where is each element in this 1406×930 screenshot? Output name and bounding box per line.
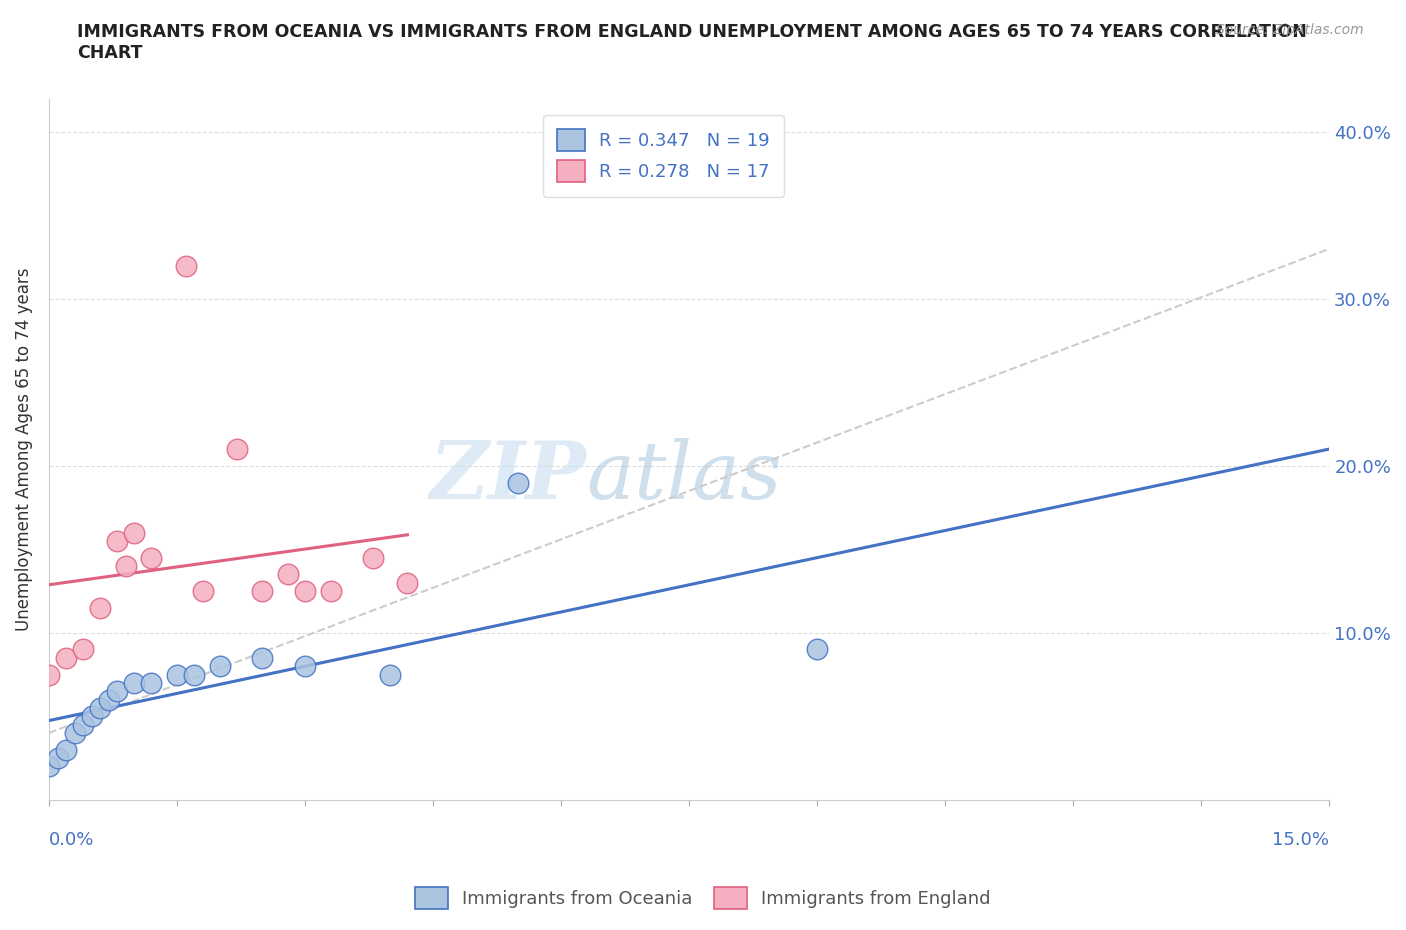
Point [80,709,103,724]
Point [183,667,205,682]
Point [252,650,274,665]
Point [124,525,146,540]
Point [63,725,86,740]
Point [97,692,120,707]
Point [38,667,60,682]
Point [294,584,316,599]
Point [380,667,402,682]
Point [294,658,316,673]
Point [174,259,197,273]
Legend: R = 0.347   N = 19, R = 0.278   N = 17: R = 0.347 N = 19, R = 0.278 N = 17 [543,114,785,197]
Point [806,642,828,657]
Point [55,650,77,665]
Text: atlas: atlas [586,438,782,516]
Point [363,551,385,565]
Legend: Immigrants from Oceania, Immigrants from England: Immigrants from Oceania, Immigrants from… [408,880,998,916]
Point [105,534,128,549]
Point [124,675,146,690]
Point [114,559,136,574]
Point [55,742,77,757]
Point [105,684,128,698]
Point [277,567,299,582]
Point [89,600,111,615]
Text: 15.0%: 15.0% [1272,831,1329,849]
Point [72,642,94,657]
Point [191,584,214,599]
Text: ZIP: ZIP [430,438,586,516]
Point [319,584,342,599]
Text: 0.0%: 0.0% [49,831,94,849]
Point [225,442,247,457]
Point [38,759,60,774]
Text: Source: ZipAtlas.com: Source: ZipAtlas.com [1216,23,1364,37]
Point [141,675,163,690]
Point [396,576,419,591]
Point [208,658,231,673]
Point [166,667,188,682]
Point [46,751,69,765]
Y-axis label: Unemployment Among Ages 65 to 74 years: Unemployment Among Ages 65 to 74 years [15,268,32,631]
Point [252,584,274,599]
Text: IMMIGRANTS FROM OCEANIA VS IMMIGRANTS FROM ENGLAND UNEMPLOYMENT AMONG AGES 65 TO: IMMIGRANTS FROM OCEANIA VS IMMIGRANTS FR… [77,23,1308,62]
Point [72,717,94,732]
Point [141,551,163,565]
Point [508,475,530,490]
Point [89,700,111,715]
